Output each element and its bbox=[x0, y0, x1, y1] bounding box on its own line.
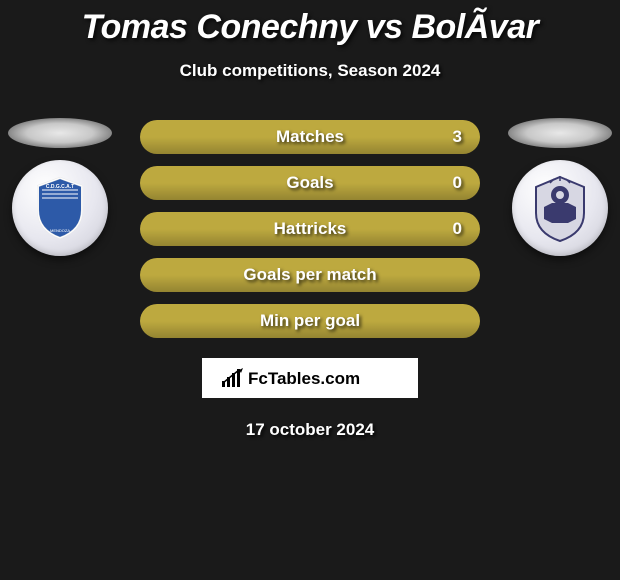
footer: FcTables.com 17 october 2024 bbox=[0, 350, 620, 440]
player-shadow-left bbox=[8, 118, 112, 148]
left-column: C.D.G.C.A.T MENDOZA bbox=[0, 118, 120, 256]
stat-row-goals: Goals 0 bbox=[140, 166, 480, 200]
date-line: 17 october 2024 bbox=[0, 420, 620, 440]
stat-row-hattricks: Hattricks 0 bbox=[140, 212, 480, 246]
stat-row-min-per-goal: Min per goal bbox=[140, 304, 480, 338]
fctables-logo-icon: FcTables.com bbox=[220, 365, 400, 391]
stat-label: Goals per match bbox=[243, 265, 376, 285]
bolivar-crest-icon bbox=[530, 173, 590, 243]
right-column bbox=[500, 118, 620, 256]
svg-text:MENDOZA: MENDOZA bbox=[50, 228, 70, 233]
stat-value: 0 bbox=[453, 219, 462, 239]
stat-label: Min per goal bbox=[260, 311, 360, 331]
branding-text: FcTables.com bbox=[248, 369, 360, 388]
stat-row-goals-per-match: Goals per match bbox=[140, 258, 480, 292]
stat-value: 3 bbox=[453, 127, 462, 147]
stat-label: Hattricks bbox=[274, 219, 347, 239]
stats-list: Matches 3 Goals 0 Hattricks 0 Goals per … bbox=[140, 120, 480, 350]
svg-text:C.D.G.C.A.T: C.D.G.C.A.T bbox=[46, 184, 74, 190]
club-badge-left: C.D.G.C.A.T MENDOZA bbox=[12, 160, 108, 256]
stat-row-matches: Matches 3 bbox=[140, 120, 480, 154]
stat-value: 0 bbox=[453, 173, 462, 193]
godoy-cruz-crest-icon: C.D.G.C.A.T MENDOZA bbox=[32, 176, 88, 240]
player-shadow-right bbox=[508, 118, 612, 148]
stat-label: Goals bbox=[286, 173, 333, 193]
page-subtitle: Club competitions, Season 2024 bbox=[0, 61, 620, 81]
branding-box: FcTables.com bbox=[202, 358, 418, 398]
club-badge-right bbox=[512, 160, 608, 256]
page-title: Tomas Conechny vs BolÃ­var bbox=[0, 0, 620, 47]
stat-label: Matches bbox=[276, 127, 344, 147]
